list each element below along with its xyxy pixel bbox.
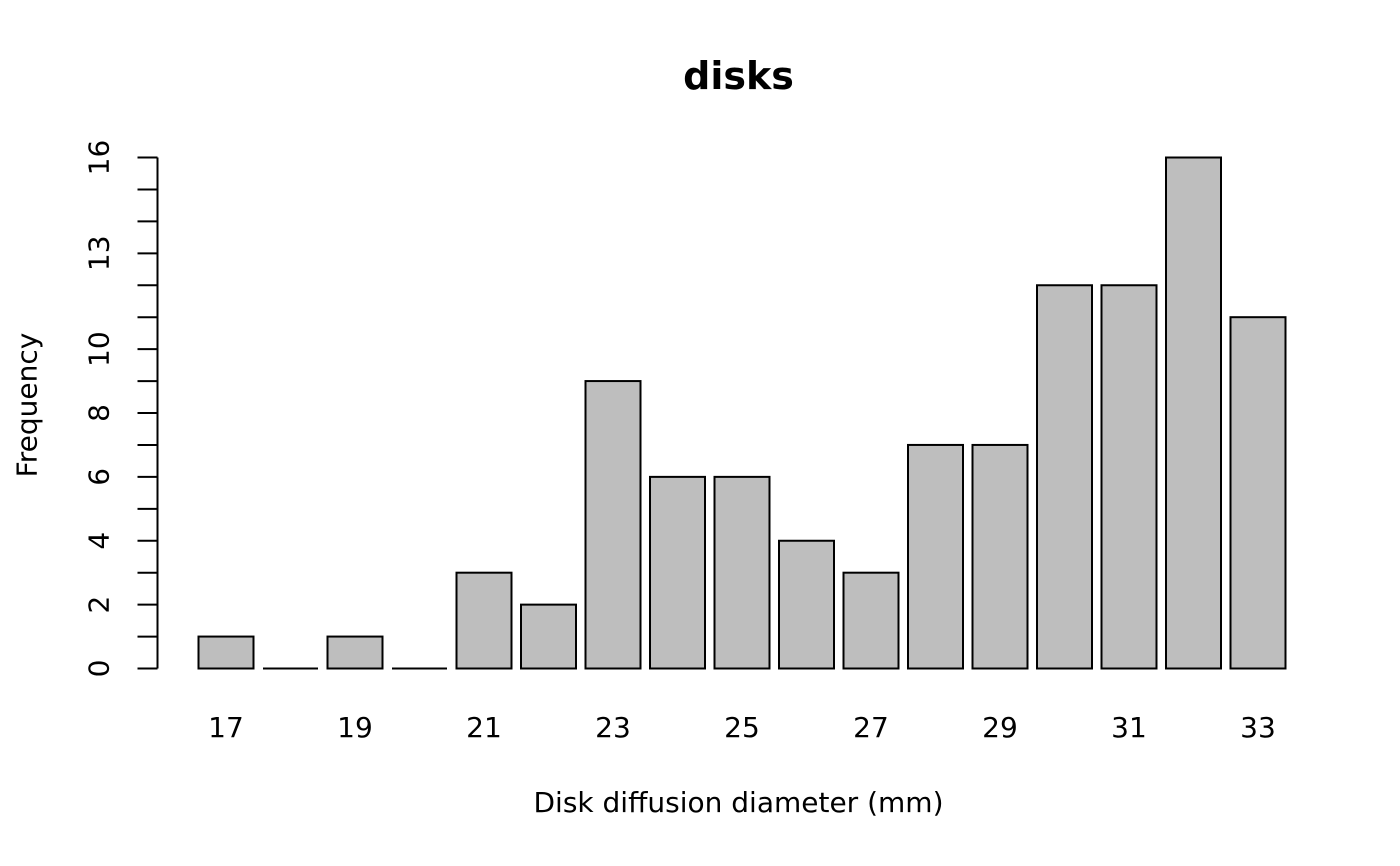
bar-17: [197, 635, 255, 670]
y-tick-label: 13: [83, 235, 116, 271]
chart-title: disks: [683, 54, 794, 98]
bar-26: [778, 539, 835, 670]
y-tick-label: 8: [83, 404, 116, 422]
bar-23: [584, 380, 642, 670]
x-tick-label: 23: [595, 711, 631, 744]
y-tick-label: 0: [83, 660, 116, 678]
bar-21: [455, 571, 513, 670]
bar-30: [1036, 284, 1093, 670]
y-tick-label: 2: [83, 596, 116, 614]
y-tick-label: 10: [83, 331, 116, 367]
y-tick-label: 4: [83, 532, 116, 550]
bar-27: [842, 571, 900, 670]
x-tick-label: 29: [982, 711, 1018, 744]
bar-28: [907, 443, 964, 670]
bar-29: [971, 443, 1029, 670]
x-tick-label: 31: [1111, 711, 1147, 744]
y-tick-label: 16: [83, 140, 116, 176]
bar-19: [326, 635, 384, 670]
x-axis-title: Disk diffusion diameter (mm): [533, 786, 944, 819]
x-tick-label: 17: [208, 711, 244, 744]
y-tick-label: 6: [83, 468, 116, 486]
bar-32: [1165, 156, 1222, 670]
bar-22: [520, 603, 577, 670]
bar-33: [1229, 316, 1287, 670]
x-tick-label: 21: [466, 711, 502, 744]
x-tick-label: 27: [853, 711, 889, 744]
bar-24: [649, 475, 706, 670]
x-tick-label: 19: [337, 711, 373, 744]
x-tick-label: 25: [724, 711, 760, 744]
x-tick-label: 33: [1240, 711, 1276, 744]
bar-25: [713, 475, 771, 670]
bar-31: [1100, 284, 1158, 670]
